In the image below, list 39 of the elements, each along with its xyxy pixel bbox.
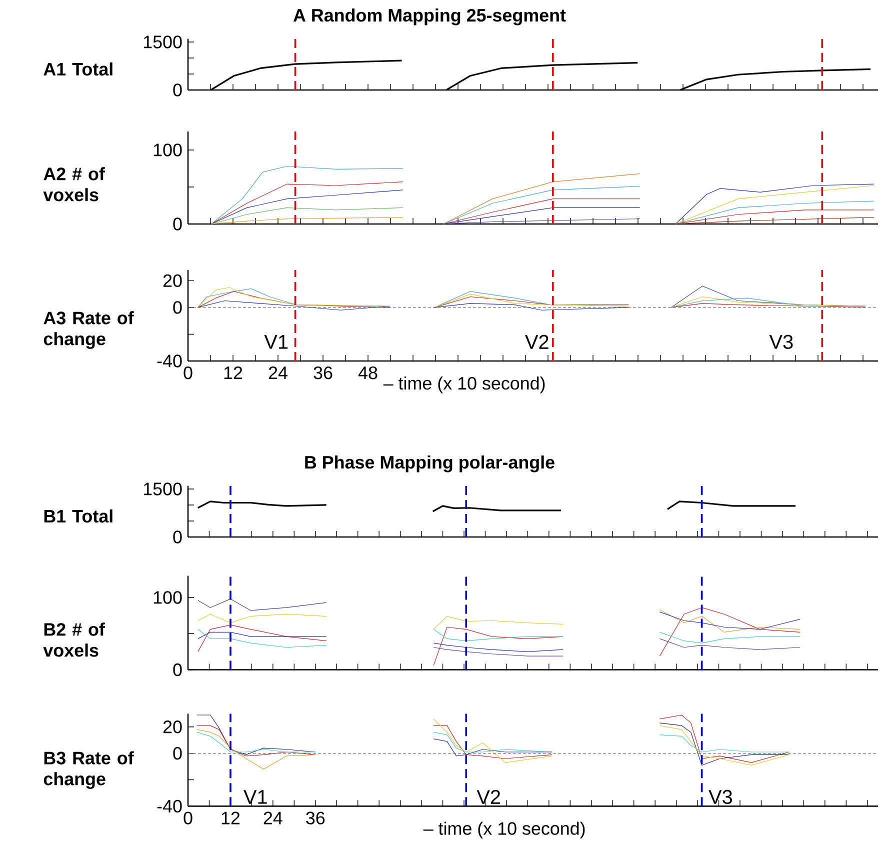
y-tick-label: 0 — [173, 746, 182, 760]
annotation: V1 — [244, 790, 267, 804]
y-tick-label: 20 — [163, 274, 182, 288]
y-tick-label: 0 — [173, 301, 182, 314]
chart-title: B Phase Mapping polar-angle — [305, 455, 554, 472]
annotation: V2 — [476, 790, 500, 804]
y-axis-title: B2 # of voxels — [43, 622, 105, 657]
x-tick-label: 48 — [358, 366, 378, 380]
annotation: V1 — [264, 335, 288, 349]
y-tick-label: 100 — [154, 144, 182, 156]
x-tick-label: 12 — [224, 366, 242, 380]
chart-title: A Random Mapping 25-segment — [293, 8, 566, 26]
y-axis-title: A1 Total — [44, 62, 112, 76]
annotation: V2 — [525, 334, 548, 349]
x-tick-label: 24 — [268, 366, 288, 380]
x-tick-label: 0 — [184, 366, 192, 380]
y-tick-label: 1500 — [144, 482, 182, 496]
y-axis-title: A2 # of voxels — [43, 167, 105, 202]
y-tick-label: 0 — [173, 530, 182, 544]
x-tick-label: 36 — [306, 812, 325, 824]
y-tick-label: 0 — [173, 663, 182, 676]
y-tick-label: -40 — [157, 800, 182, 813]
annotation: V3 — [708, 790, 732, 804]
y-tick-label: -40 — [157, 354, 182, 368]
annotation: V3 — [769, 334, 793, 349]
x-axis-title: – time (x 10 second) — [423, 822, 585, 838]
y-axis-title: B1 Total — [44, 509, 112, 523]
y-tick-label: 1500 — [144, 36, 182, 48]
y-tick-label: 20 — [163, 720, 182, 734]
x-tick-label: 36 — [314, 366, 332, 380]
x-tick-label: 0 — [184, 812, 192, 824]
x-axis-title: – time (x 10 second) — [383, 376, 545, 394]
x-tick-label: 12 — [222, 812, 240, 824]
y-axis-title: B3 Rate of change — [44, 751, 134, 789]
y-axis-title: A3 Rate of change — [44, 311, 134, 349]
y-tick-label: 0 — [173, 84, 182, 96]
y-tick-label: 0 — [173, 218, 182, 230]
x-tick-label: 24 — [264, 812, 282, 824]
y-tick-label: 100 — [154, 591, 182, 604]
